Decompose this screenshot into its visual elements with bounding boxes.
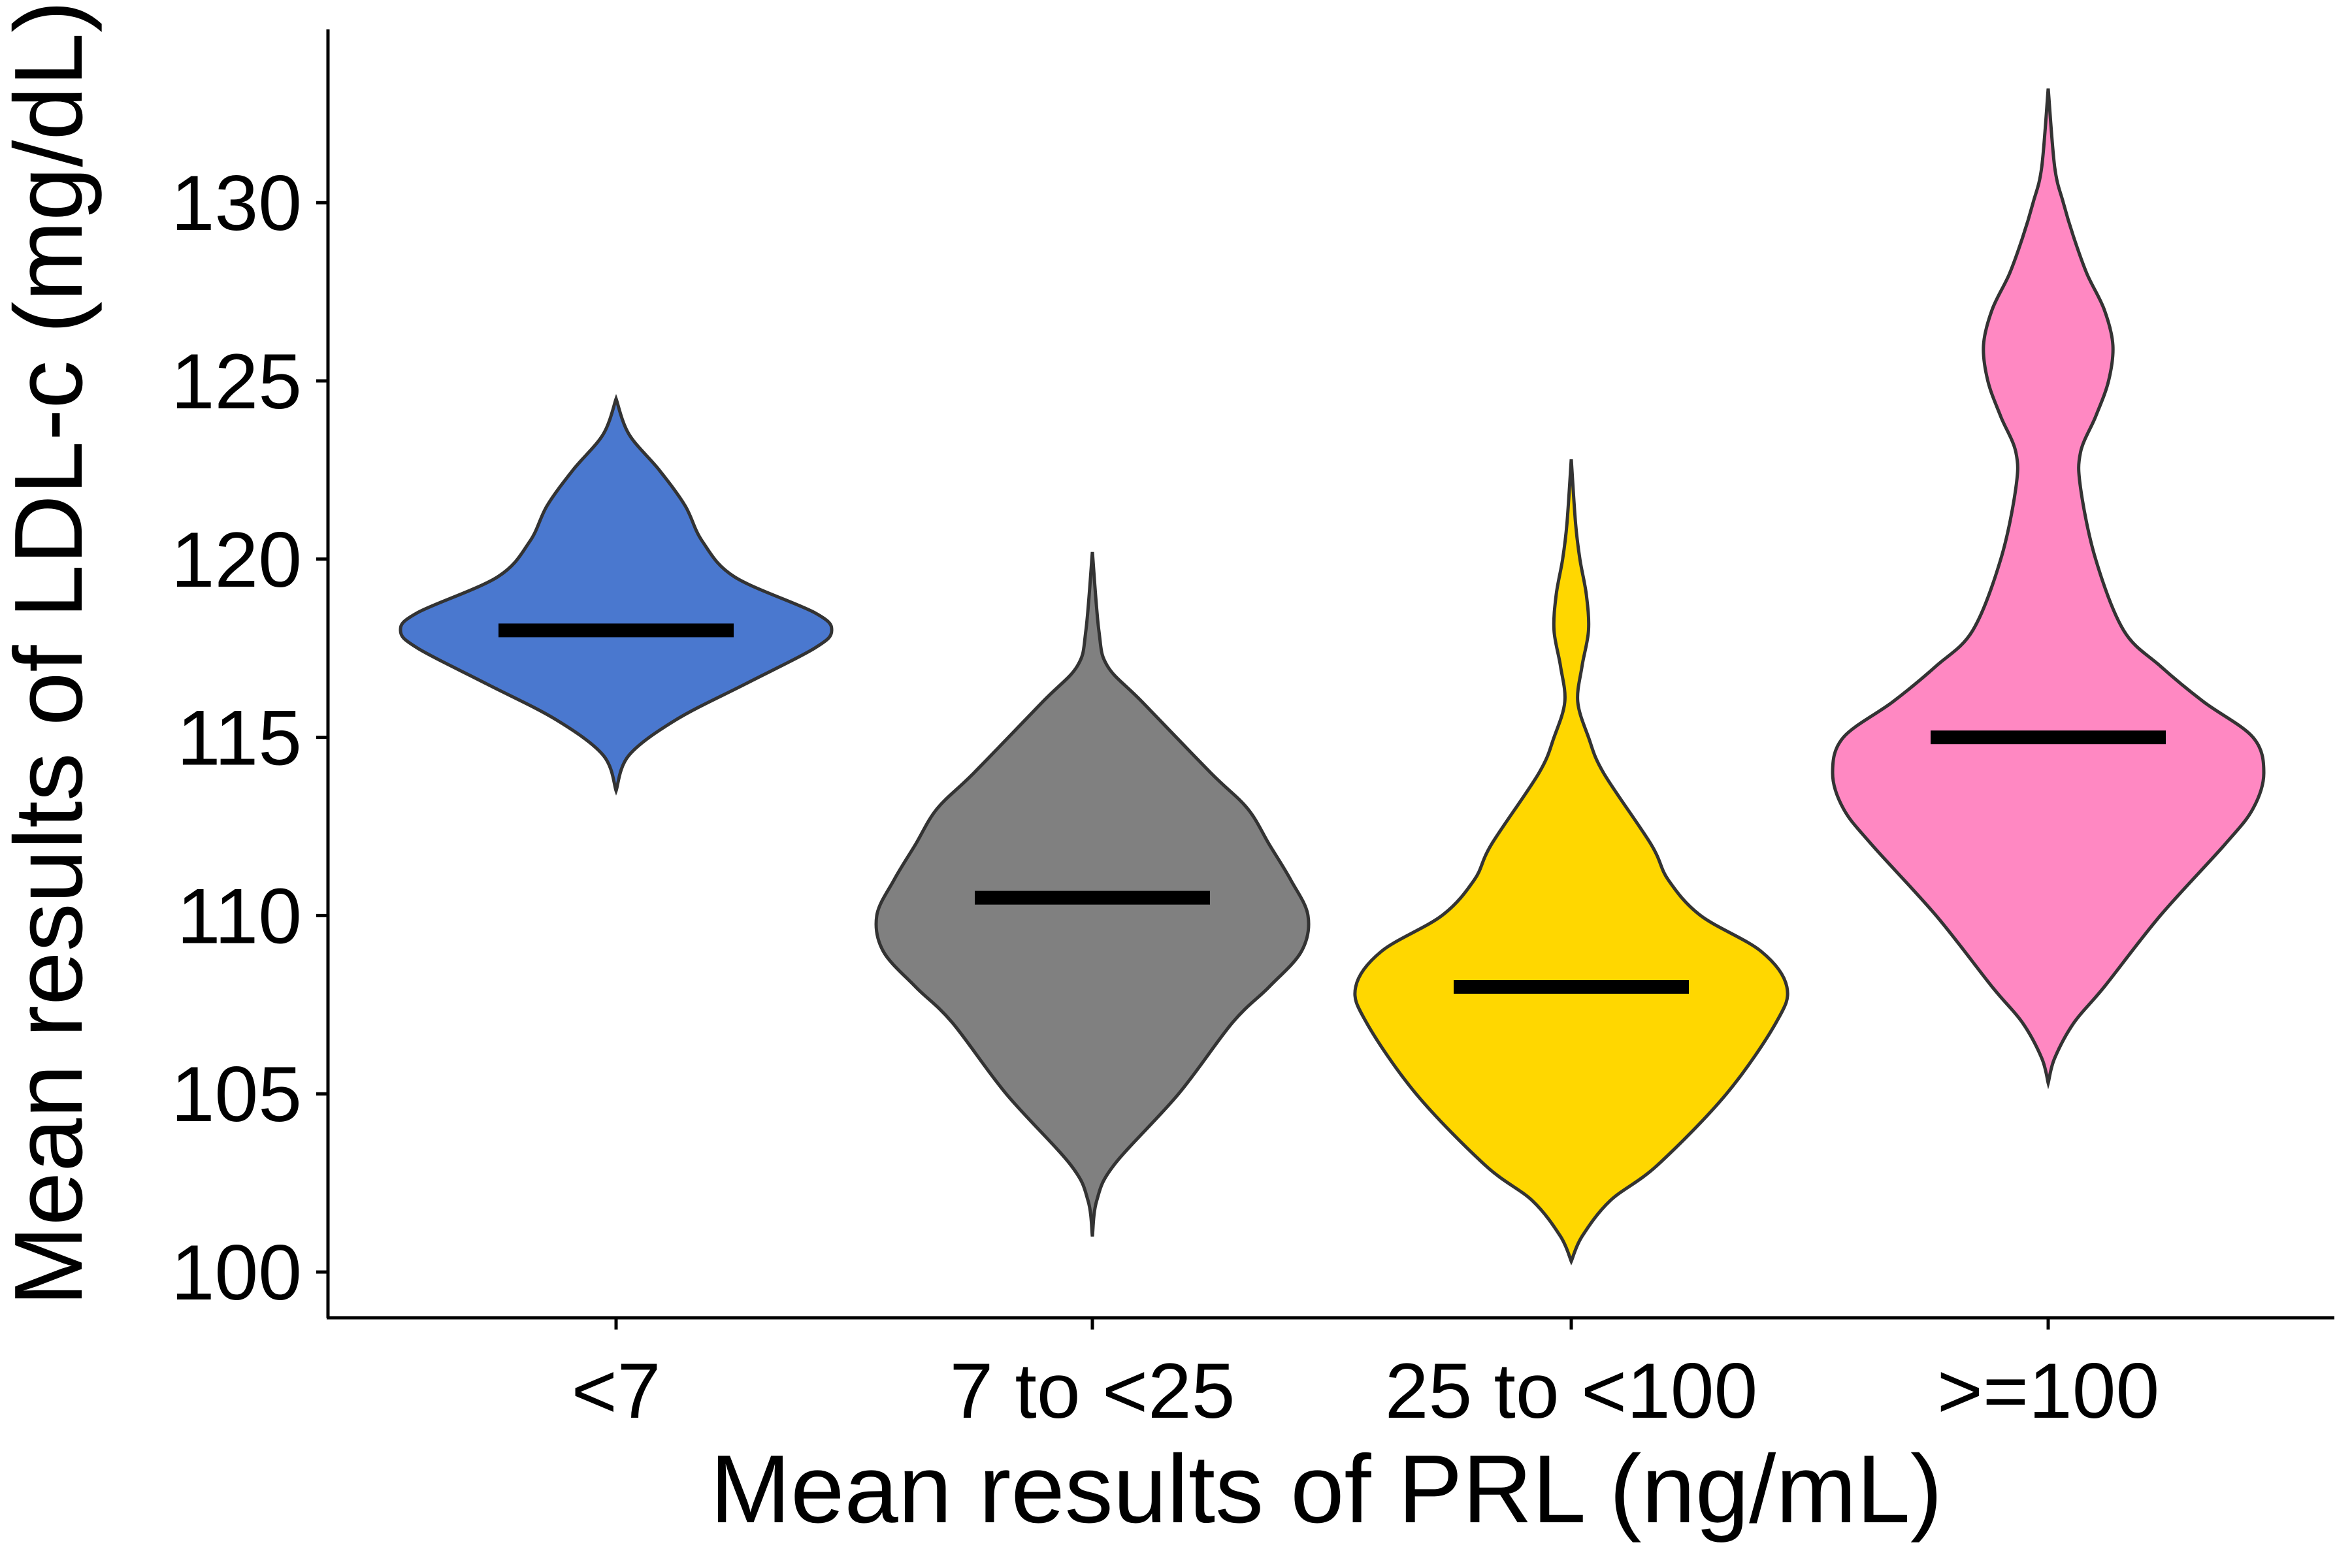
x-tick-label-lt-7: <7 bbox=[572, 1347, 661, 1435]
x-tick-label-ge-100: >=100 bbox=[1937, 1347, 2159, 1435]
y-tick-label-105: 105 bbox=[171, 1051, 302, 1138]
y-tick-label-100: 100 bbox=[171, 1229, 302, 1316]
x-ticks-group: <7 7 to <25 25 to <100 >=100 bbox=[572, 1318, 2159, 1435]
y-tick-label-125: 125 bbox=[171, 338, 302, 425]
y-tick-label-115: 115 bbox=[177, 694, 302, 782]
y-tick-label-130: 130 bbox=[171, 159, 302, 247]
y-tick-label-120: 120 bbox=[171, 516, 302, 604]
x-tick-label-25-to-lt-100: 25 to <100 bbox=[1385, 1347, 1758, 1435]
violin-lt-7 bbox=[399, 393, 834, 796]
axes-group bbox=[326, 29, 2334, 1320]
x-axis-title: Mean results of PRL (ng/mL) bbox=[710, 1435, 1942, 1543]
violin-25-to-lt-100 bbox=[1353, 459, 1789, 1266]
y-axis-title: Mean results of LDL-c (mg/dL) bbox=[0, 1, 103, 1307]
violins-group bbox=[399, 88, 2266, 1266]
y-tick-label-110: 110 bbox=[177, 872, 302, 960]
median-lines-group bbox=[498, 623, 2166, 994]
x-tick-label-7-to-lt-25: 7 to <25 bbox=[949, 1347, 1235, 1435]
y-ticks-group: 100 105 110 115 120 125 130 bbox=[171, 159, 328, 1316]
violin-ge-100 bbox=[1831, 88, 2266, 1090]
